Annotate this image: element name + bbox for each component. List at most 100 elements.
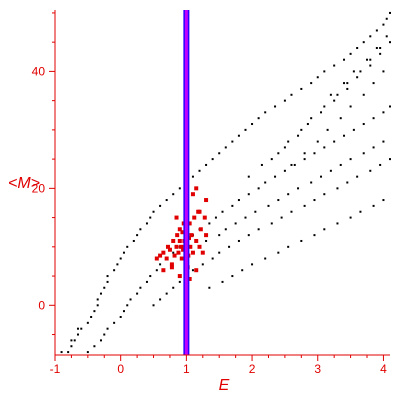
data-point xyxy=(385,17,388,20)
data-point xyxy=(389,105,391,108)
data-point xyxy=(237,134,240,137)
data-point xyxy=(103,333,106,336)
data-point xyxy=(323,193,326,196)
data-point xyxy=(362,152,365,155)
data-point xyxy=(303,158,306,161)
highlight-point xyxy=(194,186,199,191)
x-tick-label: 2 xyxy=(249,362,256,376)
highlight-point xyxy=(164,256,169,261)
data-point xyxy=(362,41,365,44)
data-point xyxy=(333,99,336,102)
data-point xyxy=(274,105,277,108)
data-point xyxy=(218,251,221,254)
data-point xyxy=(76,333,79,336)
data-point xyxy=(208,222,211,225)
data-point xyxy=(336,93,339,96)
data-point xyxy=(300,128,303,131)
data-point xyxy=(303,152,306,155)
data-point xyxy=(389,11,391,14)
highlight-point xyxy=(177,274,182,279)
data-point xyxy=(339,163,342,166)
data-point xyxy=(76,327,79,330)
data-point xyxy=(99,339,102,342)
data-point xyxy=(352,128,355,131)
highlight-point xyxy=(177,238,182,243)
data-point xyxy=(106,327,109,330)
data-point xyxy=(99,292,102,295)
highlight-point xyxy=(158,253,163,258)
highlight-point xyxy=(192,215,197,220)
data-point xyxy=(90,315,93,318)
data-point xyxy=(389,41,391,44)
y-tick-label: 40 xyxy=(32,64,46,78)
data-point xyxy=(277,199,280,202)
data-point xyxy=(149,216,152,219)
data-point xyxy=(221,280,224,283)
data-point xyxy=(310,181,313,184)
data-point xyxy=(208,286,211,289)
data-point xyxy=(165,292,168,295)
data-point xyxy=(356,175,359,178)
data-point xyxy=(379,47,382,50)
data-point xyxy=(359,210,362,213)
data-point xyxy=(339,117,342,120)
data-point xyxy=(178,187,181,190)
data-point xyxy=(254,210,257,213)
data-point xyxy=(198,169,201,172)
data-point xyxy=(106,275,109,278)
data-point xyxy=(247,193,250,196)
data-point xyxy=(221,210,224,213)
data-point xyxy=(283,169,286,172)
data-point xyxy=(139,228,142,231)
data-point xyxy=(369,58,372,61)
data-point xyxy=(382,140,385,143)
x-axis-label: E xyxy=(219,377,230,394)
data-point xyxy=(389,158,391,161)
data-point xyxy=(93,310,96,313)
highlight-point xyxy=(204,198,209,203)
data-point xyxy=(145,280,148,283)
data-point xyxy=(159,204,162,207)
data-point xyxy=(323,70,326,73)
data-point xyxy=(356,76,359,79)
y-tick-label: 0 xyxy=(38,298,45,312)
data-point xyxy=(333,140,336,143)
data-point xyxy=(359,70,362,73)
data-point xyxy=(382,199,385,202)
data-point xyxy=(287,245,290,248)
y-tick-label: 20 xyxy=(32,181,46,195)
data-point xyxy=(116,263,119,266)
highlight-point xyxy=(161,268,166,273)
data-point xyxy=(280,216,283,219)
data-point xyxy=(70,339,73,342)
data-point xyxy=(126,245,129,248)
data-point xyxy=(349,52,352,55)
data-point xyxy=(277,152,280,155)
data-point xyxy=(218,152,221,155)
data-point xyxy=(244,216,247,219)
highlight-point xyxy=(197,244,202,249)
x-tick-label: 0 xyxy=(117,362,124,376)
data-point xyxy=(297,187,300,190)
data-point xyxy=(382,111,385,114)
highlight-point xyxy=(174,244,179,249)
data-point xyxy=(122,310,125,313)
data-point xyxy=(93,345,96,348)
data-point xyxy=(303,204,306,207)
data-point xyxy=(172,251,175,254)
data-point xyxy=(152,304,155,307)
highlight-point xyxy=(172,253,177,258)
data-point xyxy=(159,263,162,266)
data-point xyxy=(234,222,237,225)
data-point xyxy=(283,146,286,149)
data-point xyxy=(172,193,175,196)
data-point xyxy=(247,234,250,237)
data-point xyxy=(382,70,385,73)
data-point xyxy=(313,234,316,237)
data-point xyxy=(375,47,378,50)
data-point xyxy=(346,82,349,85)
data-point xyxy=(119,315,122,318)
data-point xyxy=(149,275,152,278)
data-point xyxy=(382,23,385,26)
data-point xyxy=(300,87,303,90)
